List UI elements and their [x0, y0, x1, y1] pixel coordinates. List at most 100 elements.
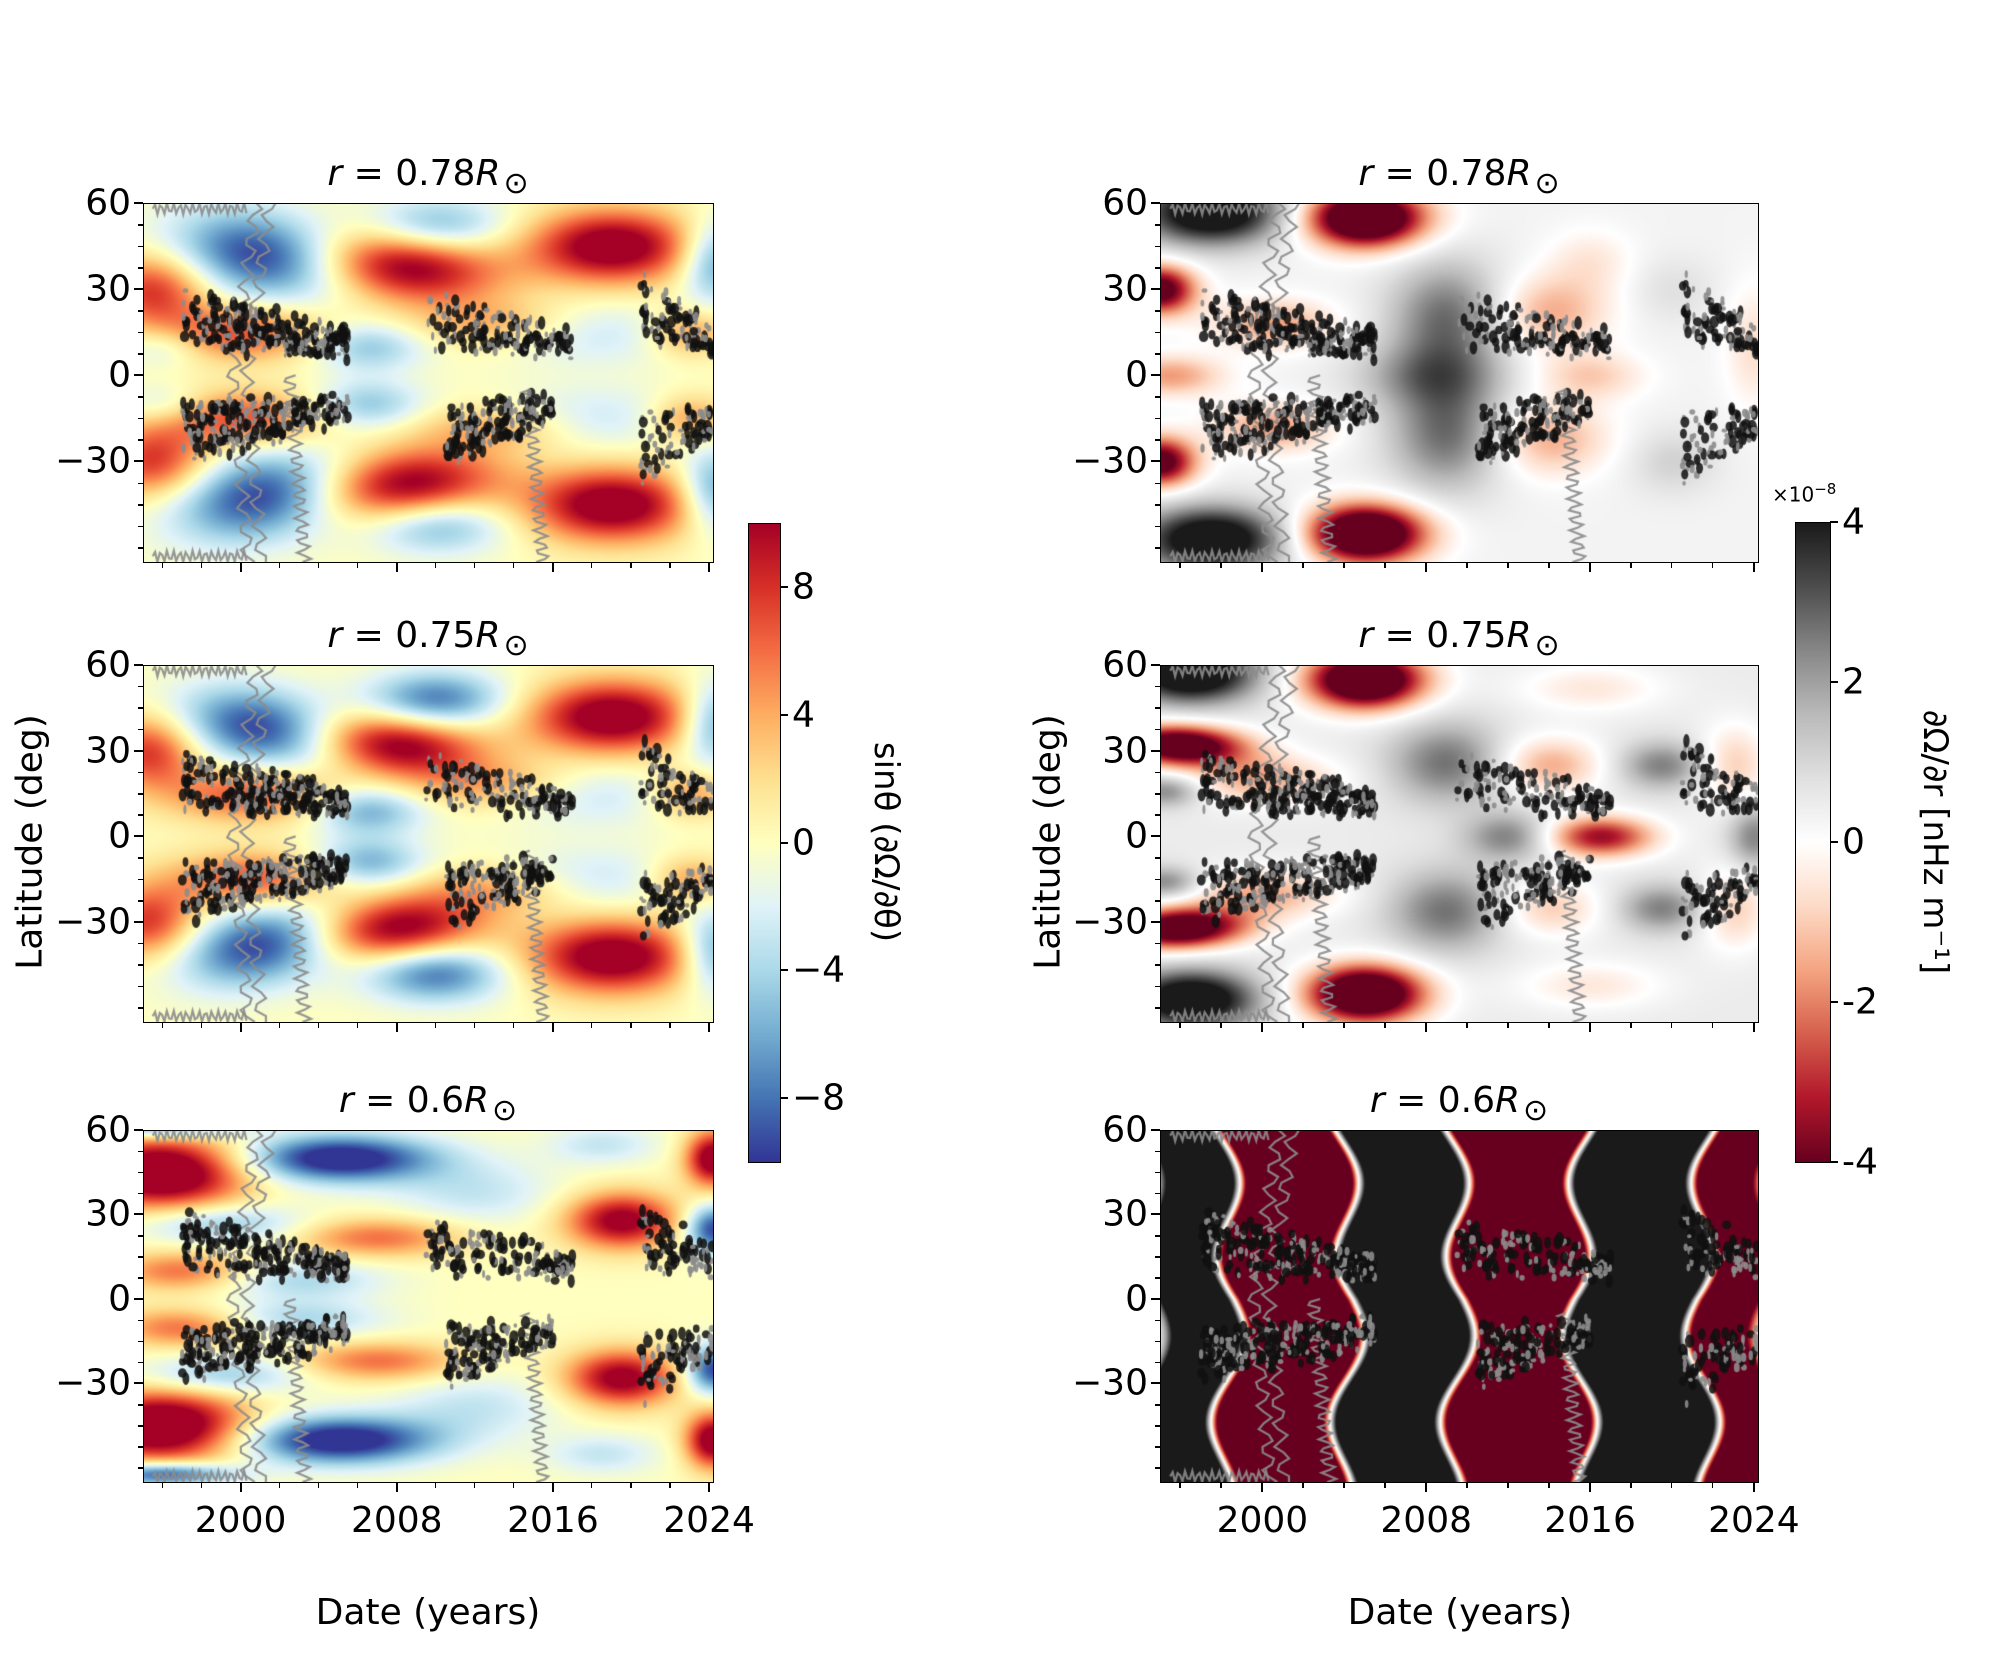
panel-right-2-xtick-label: 2000: [1216, 1500, 1309, 1541]
panel-left-2-title: r = 0.6R ⊙: [339, 1080, 517, 1128]
panel-left-1-xtick-minor: [278, 1022, 281, 1028]
panel-left-0-ytick-label: 0: [108, 354, 131, 396]
panel-right-1-ytick-minor: [1155, 857, 1160, 859]
panel-left-2-xtick-minor: [317, 1482, 320, 1488]
panel-left-1-ytick-label: 0: [108, 815, 131, 857]
panel-right-2-ytick-minor: [1155, 1277, 1160, 1279]
panel-right-1-xtick-minor: [1670, 1022, 1673, 1028]
panel-left-1-xtick-mark: [708, 1022, 711, 1032]
panel-right-2-ytick-minor: [1155, 1425, 1160, 1427]
colorbar-right-exponent-power: −8: [1814, 480, 1837, 498]
panel-left-2-ytick-mark: [134, 1297, 143, 1300]
panel-right-1-xtick-minor: [1220, 1022, 1222, 1028]
panel-left-2-ytick-mark: [134, 1129, 143, 1131]
panel-left-2-xtick-minor: [473, 1482, 476, 1488]
panel-left-1-ytick-minor: [138, 857, 143, 859]
panel-left-2-ytick-minor: [138, 1235, 143, 1237]
panel-right-0: [1160, 203, 1759, 563]
panel-left-1-xtick-minor: [356, 1022, 359, 1028]
colorbar-right-tick-mark: [1830, 681, 1838, 683]
panel-right-1-title: r = 0.75R ⊙: [1358, 615, 1559, 663]
panel-left-1-ytick-mark: [134, 749, 143, 752]
panel-right-2-xtick-minor: [1302, 1482, 1304, 1488]
panel-right-0-ytick-mark: [1151, 202, 1160, 204]
panel-right-2-ytick-minor: [1155, 1404, 1160, 1406]
panel-left-0-xtick-minor: [512, 562, 515, 568]
panel-right-0-title-value: 0.78: [1426, 153, 1507, 194]
panel-right-2-xtick-label: 2008: [1380, 1500, 1473, 1541]
panel-right-2-ytick-label: 0: [1125, 1278, 1148, 1320]
panel-right-1-ytick-minor: [1155, 793, 1160, 795]
panel-right-1-ytick-label: 30: [1102, 730, 1148, 772]
panel-right-2-xtick-mark: [1589, 1482, 1592, 1492]
panel-right-2-ytick-mark: [1151, 1382, 1160, 1385]
colorbar-right-tick-label: -4: [1842, 1141, 1878, 1183]
panel-left-2-ytick-label: 0: [108, 1278, 131, 1320]
panel-right-2-xtick-minor: [1630, 1482, 1632, 1488]
panel-left-0-xtick-minor: [317, 562, 320, 568]
panel-left-2-xtick-mark: [708, 1482, 711, 1492]
panel-left-0-xtick-minor: [590, 562, 593, 568]
panel-right-0-xtick-minor: [1384, 562, 1386, 568]
panel-left-2-title-sun-symbol: ⊙: [492, 1093, 518, 1128]
panel-right-0-ytick-minor: [1155, 504, 1160, 506]
panel-right-0-title: r = 0.78R ⊙: [1358, 153, 1559, 201]
panel-left-0-ytick-label: 30: [85, 268, 131, 310]
panel-right-1-title-value: 0.75: [1426, 615, 1507, 656]
panel-left-1-ytick-minor: [138, 1007, 143, 1009]
panel-left-2-ytick-minor: [138, 1171, 143, 1174]
panel-right-0-ytick-mark: [1151, 460, 1160, 463]
panel-right-2-ytick-mark: [1151, 1297, 1160, 1300]
panel-left-0-ytick-minor: [138, 439, 143, 441]
panel-left-2-ytick-minor: [138, 1467, 143, 1469]
panel-left-0-ytick-mark: [134, 288, 143, 291]
colorbar-left-tick-label: 4: [792, 694, 815, 736]
panel-left-1-ytick-minor: [138, 942, 143, 945]
panel-right-2-ytick-minor: [1155, 1171, 1160, 1174]
panel-right-0-xtick-mark: [1425, 562, 1428, 572]
panel-right-0-ytick-minor: [1155, 547, 1160, 549]
panel-left-2-ytick-minor: [138, 1150, 143, 1153]
panel-right-1-ytick-minor: [1155, 1007, 1160, 1009]
panel-right-2-xtick-mark: [1425, 1482, 1428, 1492]
panel-left-0-ytick-minor: [138, 504, 143, 506]
panel-left-0: [143, 203, 714, 563]
panel-left-0-xtick-mark: [239, 562, 242, 572]
panel-right-1-xtick-minor: [1630, 1022, 1632, 1028]
panel-right-2-ytick-minor: [1155, 1256, 1160, 1258]
panel-left-2-xtick-minor: [161, 1482, 164, 1488]
panel-right-2-title-eq: =: [1384, 1080, 1438, 1121]
panel-left-0-title-sun-symbol: ⊙: [503, 166, 529, 201]
panel-left-0-ytick-label: 60: [85, 182, 131, 224]
panel-left-1-title-eq: =: [342, 615, 396, 656]
panel-right-1-ytick-label: 0: [1125, 815, 1148, 857]
panel-right-2-ytick-minor: [1155, 1192, 1160, 1195]
panel-left-1-xtick-mark: [239, 1022, 242, 1032]
panel-right-2-xtick-minor: [1220, 1482, 1222, 1488]
panel-right-1-ytick-minor: [1155, 878, 1160, 881]
panel-left-0-xtick-minor: [669, 562, 671, 568]
panel-right-1-xtick-minor: [1302, 1022, 1304, 1028]
panel-left-2-ytick-label: 60: [85, 1109, 131, 1151]
panel-left-0-ytick-label: −30: [55, 440, 131, 482]
panel-left-2-xtick-minor: [200, 1482, 203, 1488]
panel-right-0-ytick-minor: [1155, 267, 1160, 269]
panel-right-2-xtick-minor: [1179, 1482, 1181, 1488]
panel-left-0-xtick-minor: [356, 562, 359, 568]
panel-right-0-xtick-minor: [1630, 562, 1632, 568]
panel-left-1-xtick-minor: [317, 1022, 320, 1028]
panel-left-1-ytick-minor: [138, 985, 143, 988]
panel-left-2-heatmap: [143, 1130, 713, 1482]
panel-right-0-ytick-label: 30: [1102, 268, 1148, 310]
panel-left-2-ytick-mark: [134, 1213, 143, 1216]
panel-left-0-ytick-minor: [138, 267, 143, 269]
panel-left-1-ytick-minor: [138, 964, 143, 966]
panel-right-1-xtick-minor: [1548, 1022, 1550, 1028]
panel-right-1-xtick-minor: [1507, 1022, 1509, 1028]
panel-right-2-ytick-mark: [1151, 1213, 1160, 1216]
panel-left-0-ytick-minor: [138, 331, 143, 334]
panel-left-1-ytick-minor: [138, 793, 143, 795]
panel-left-1-ytick-mark: [134, 921, 143, 924]
panel-right-2-xtick-minor: [1343, 1482, 1345, 1488]
panel-right-1-title-r: r: [1358, 615, 1374, 656]
